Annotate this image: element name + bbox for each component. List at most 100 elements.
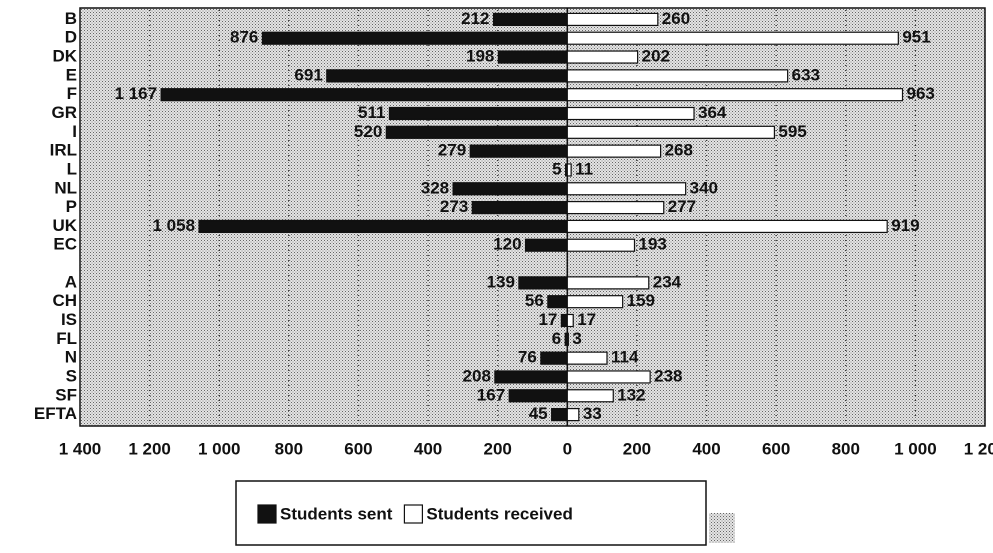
data-label: 33 [583,404,602,423]
legend-label: Students received [426,504,572,523]
y-tick-label: DK [52,47,77,66]
data-label: 202 [642,47,670,66]
bar [566,276,650,290]
y-tick-label: A [65,272,77,291]
bar [326,69,568,83]
data-label: 76 [518,348,537,367]
x-tick-label: 200 [484,439,512,458]
bar [160,88,568,102]
bar [518,276,568,290]
x-tick-label: 400 [692,439,720,458]
data-label: 364 [698,103,727,122]
x-tick-label: 400 [414,439,442,458]
bar [566,238,636,252]
x-tick-label: 800 [275,439,303,458]
bar [497,50,568,64]
data-label: 238 [654,366,682,385]
bar [524,238,568,252]
bar [566,106,695,121]
bar [566,407,580,422]
x-tick-label: 1 400 [59,439,102,458]
data-label: 208 [463,366,491,385]
bar [566,163,572,177]
bar [566,389,614,403]
y-tick-label: N [65,348,77,367]
bar [566,332,569,346]
y-tick-label: F [67,84,77,103]
bar [540,351,568,365]
legend-box [235,480,707,546]
data-label: 273 [440,197,468,216]
y-tick-label: IRL [50,141,77,160]
bar [469,144,568,158]
y-tick-label: I [72,122,77,141]
bar [566,182,687,196]
data-label: 11 [575,159,593,178]
y-tick-label: E [66,65,77,84]
data-label: 159 [627,291,655,310]
x-tick-label: 600 [344,439,372,458]
data-label: 876 [230,28,258,47]
y-tick-label: EC [53,235,77,254]
data-label: 56 [525,291,544,310]
y-tick-label: S [66,366,77,385]
bar [566,12,659,27]
bar [198,219,568,234]
x-tick-label: 600 [762,439,790,458]
bar [492,12,568,27]
bar [566,88,904,102]
data-label: 511 [358,103,385,122]
y-tick-label: UK [52,216,77,235]
data-label: 1 058 [152,216,195,235]
data-label: 260 [662,9,690,28]
x-tick-label: 1 200 [964,439,993,458]
x-tick-label: 1 000 [198,439,241,458]
data-label: 963 [907,84,935,103]
bar [566,144,662,158]
data-label: 595 [778,122,806,141]
y-tick-label: SF [55,385,77,404]
data-label: 919 [891,216,919,235]
data-label: 5 [552,159,561,178]
data-label: 193 [638,235,666,254]
legend-shadow [709,513,735,543]
y-tick-label: FL [56,329,77,348]
data-label: 279 [438,141,466,160]
data-label: 212 [461,9,489,28]
bar [566,125,776,139]
data-label: 139 [487,272,515,291]
data-label: 633 [792,65,820,84]
bar [494,370,568,384]
y-tick-label: B [65,9,77,28]
bar [547,295,568,309]
legend-swatch [403,504,424,524]
bar [566,200,665,215]
bar [471,200,568,215]
data-label: 17 [538,310,557,329]
bar [566,31,899,45]
y-tick-label: P [66,197,77,216]
bar [388,106,568,121]
data-label: 268 [665,141,693,160]
y-tick-label: CH [52,291,77,310]
data-label: 114 [611,348,639,367]
y-tick-label: NL [54,178,77,197]
data-label: 951 [902,28,930,47]
data-label: 6 [552,329,561,348]
data-label: 132 [617,385,645,404]
data-label: 17 [577,310,596,329]
y-tick-label: EFTA [34,404,77,423]
bar [566,295,624,309]
x-tick-label: 1 200 [128,439,171,458]
data-label: 691 [294,65,322,84]
x-tick-label: 800 [832,439,860,458]
data-label: 520 [354,122,382,141]
bar [261,31,568,45]
data-label: 277 [668,197,696,216]
x-tick-label: 1 000 [894,439,937,458]
bar [385,125,568,139]
data-label: 340 [690,178,718,197]
y-tick-label: IS [61,310,77,329]
bar [551,407,568,422]
x-tick-label: 0 [563,439,572,458]
